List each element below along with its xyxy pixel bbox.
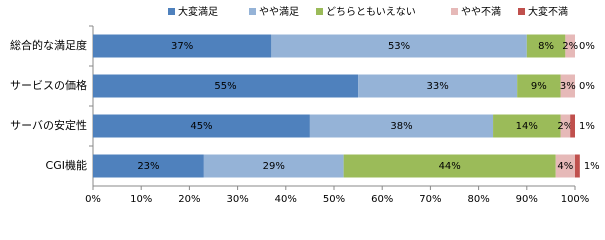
x-tick-label: 40% — [275, 194, 297, 205]
bar-segment — [271, 34, 527, 58]
bar-segment — [93, 154, 204, 178]
x-tick-label: 30% — [226, 194, 248, 205]
value-label: 23% — [137, 161, 159, 172]
value-label: 1% — [584, 161, 600, 172]
bar-segment — [526, 34, 566, 58]
value-label: 2% — [557, 121, 573, 132]
value-label: 33% — [427, 81, 449, 92]
x-tick-label: 80% — [467, 194, 489, 205]
y-tick-label: サービスの価格 — [10, 78, 87, 92]
bar-segment — [358, 74, 518, 98]
bar-segment — [560, 74, 575, 98]
bar-segment — [203, 154, 344, 178]
chart: 大変満足 やや満足 どちらともいえない やや不満 大変不満 0% 10% 20% 30% 40% 5… — [10, 5, 600, 205]
x-tick-label: 10% — [130, 194, 152, 205]
bar-segment — [570, 114, 575, 138]
value-label: 8% — [538, 41, 554, 52]
legend-swatch — [316, 8, 323, 15]
value-label: 2% — [562, 41, 578, 52]
x-tick-label: 20% — [178, 194, 200, 205]
bar-segment — [309, 114, 494, 138]
value-label: 4% — [557, 161, 573, 172]
value-label: 0% — [579, 81, 595, 92]
value-label: 53% — [388, 41, 410, 52]
bar-segment — [575, 154, 580, 178]
x-tick-label: 60% — [371, 194, 393, 205]
bar-segment — [93, 114, 310, 138]
value-label: 44% — [439, 161, 461, 172]
bar-segment — [560, 114, 571, 138]
bar-segment — [93, 74, 359, 98]
legend-label: 大変満足 — [178, 5, 218, 18]
value-label: 3% — [560, 81, 576, 92]
legend-swatch — [518, 8, 525, 15]
value-label: 45% — [190, 121, 212, 132]
value-label: 37% — [171, 41, 193, 52]
value-label: 55% — [214, 81, 236, 92]
x-tick-label: 100% — [561, 194, 590, 205]
x-tick-label: 70% — [419, 194, 441, 205]
value-label: 38% — [390, 121, 412, 132]
bar-segment — [343, 154, 556, 178]
y-tick-label: CGI機能 — [46, 158, 87, 172]
legend-swatch — [249, 8, 256, 15]
legend-label: やや満足 — [259, 6, 299, 18]
bar-segment — [493, 114, 561, 138]
value-label: 29% — [263, 161, 285, 172]
x-tick-label: 90% — [516, 194, 538, 205]
bar-segment — [565, 34, 575, 58]
x-tick-label: 50% — [323, 194, 345, 205]
x-tick-label: 0% — [85, 194, 101, 205]
value-label: 0% — [579, 41, 595, 52]
legend-swatch — [451, 8, 458, 15]
value-label: 1% — [579, 121, 595, 132]
bar-segment — [517, 74, 561, 98]
bar-segment — [93, 34, 272, 58]
y-tick-label: 総合的な満足度 — [10, 38, 87, 52]
legend-label: 大変不満 — [528, 5, 568, 18]
value-label: 14% — [516, 121, 538, 132]
legend-label: どちらともいえない — [326, 6, 416, 18]
legend-swatch — [168, 8, 175, 15]
bar-segment — [555, 154, 575, 178]
value-label: 9% — [531, 81, 547, 92]
legend-label: やや不満 — [461, 6, 501, 18]
y-tick-label: サーバの安定性 — [10, 118, 87, 132]
